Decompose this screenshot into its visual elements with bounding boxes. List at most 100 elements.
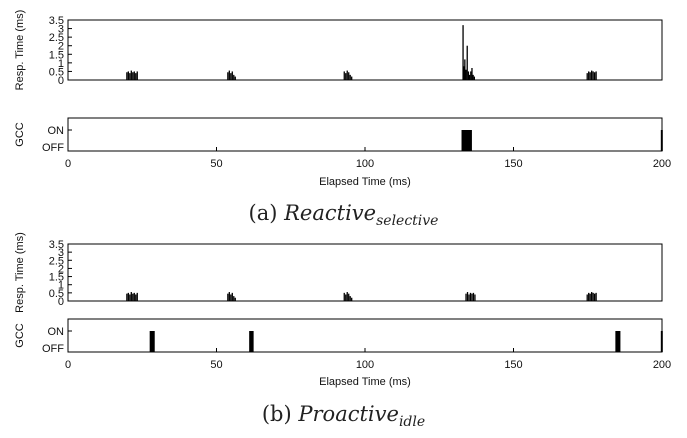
caption-a-sub: selective — [376, 213, 439, 230]
response-bar — [592, 71, 594, 80]
response-bar — [346, 292, 348, 301]
gcc-on-bar — [149, 331, 155, 352]
response-bar — [227, 293, 229, 301]
response-bar — [463, 66, 465, 80]
response-bar — [135, 73, 137, 80]
y-tick-label: 3.5 — [49, 239, 64, 251]
x-tick-label: 200 — [653, 158, 671, 170]
response-bar — [127, 71, 129, 80]
response-bar — [464, 59, 466, 80]
y-tick-label: 3 — [58, 24, 64, 36]
response-bar — [466, 292, 469, 301]
response-bar — [346, 70, 348, 80]
caption-a-label: (a) — [248, 201, 278, 225]
response-bar — [468, 294, 470, 301]
x-tick-label: 100 — [356, 158, 374, 170]
response-bar — [586, 73, 588, 80]
response-bar — [589, 293, 591, 301]
response-bar — [231, 292, 233, 301]
response-bar — [228, 292, 230, 301]
y-axis-label: Resp. Time (ms) — [14, 10, 26, 91]
caption-b-label: (b) — [261, 402, 292, 426]
gcc-on-bar — [660, 130, 663, 151]
response-bar — [471, 293, 473, 301]
response-bar — [586, 294, 588, 301]
y-tick-label: 2.5 — [49, 255, 64, 267]
y-tick-label: 0 — [58, 296, 64, 308]
response-bar — [133, 71, 135, 80]
response-bar — [351, 76, 353, 80]
response-bar — [228, 70, 230, 80]
response-bar — [136, 292, 138, 301]
response-bar — [132, 72, 134, 80]
y-tick-label: 1.5 — [49, 272, 64, 284]
response-bar — [126, 293, 128, 301]
response-bar — [465, 293, 467, 301]
caption-b-main: Proactive — [298, 402, 399, 426]
response-bar — [136, 71, 138, 80]
gcc-on-bar — [615, 331, 621, 352]
response-bar — [233, 74, 235, 80]
response-bar — [349, 296, 351, 301]
response-bar — [126, 72, 128, 80]
response-bar — [588, 292, 590, 301]
y-axis-label: GCC — [14, 122, 26, 147]
y-tick-label: 2.5 — [49, 32, 64, 44]
response-bar — [348, 293, 350, 301]
chart-panel-a-response: Resp. Time (ms) 00.511.522.533.5 — [14, 10, 663, 91]
y-tick-label: 3.5 — [49, 15, 64, 27]
x-axis-label: Elapsed Time (ms) — [319, 176, 411, 188]
response-bar — [469, 292, 472, 301]
y-tick-label-off: OFF — [42, 142, 64, 154]
y-tick-label: 0.5 — [49, 66, 64, 78]
response-bar — [343, 292, 345, 301]
y-tick-label: 2 — [58, 263, 64, 275]
response-bar — [234, 76, 236, 80]
response-bar — [234, 297, 236, 301]
y-tick-label-off: OFF — [42, 343, 64, 355]
response-bar — [589, 72, 591, 80]
response-bar — [473, 76, 475, 80]
x-tick-label: 0 — [65, 359, 71, 371]
response-bar — [595, 292, 597, 301]
response-bar — [230, 294, 232, 301]
response-bar — [588, 71, 590, 80]
response-bar — [591, 292, 593, 301]
y-tick-label: 0 — [58, 75, 64, 87]
x-tick-label: 0 — [65, 158, 71, 170]
response-bar — [130, 70, 132, 80]
plot-frame — [67, 318, 663, 353]
y-tick-label-on: ON — [48, 125, 65, 137]
x-tick-label: 200 — [653, 359, 671, 371]
response-bar — [227, 72, 229, 80]
response-bar — [466, 45, 468, 80]
response-bar — [472, 292, 475, 301]
plot-frame — [67, 19, 663, 81]
plot-frame — [67, 243, 663, 302]
caption-a-main: Reactive — [284, 201, 377, 225]
chart-panel-b-gcc: GCC OFF ON 0 50 100 150 200 Elapsed Time (ms) — [14, 318, 671, 388]
y-tick-label: 2 — [58, 41, 64, 53]
response-bar — [474, 294, 476, 301]
plot-frame — [67, 117, 663, 152]
response-bar — [129, 73, 131, 80]
y-tick-label: 0.5 — [49, 288, 64, 300]
x-tick-label: 100 — [356, 359, 374, 371]
response-bar — [345, 73, 347, 80]
response-bar — [132, 293, 134, 301]
response-bar — [348, 72, 350, 80]
response-bar — [592, 292, 594, 301]
response-bar — [591, 70, 593, 80]
caption-a: (a) Reactiveselective — [0, 201, 687, 229]
response-bar — [135, 294, 137, 301]
response-bar — [349, 74, 351, 80]
y-tick-label: 1 — [58, 58, 64, 70]
y-tick-label: 1 — [58, 280, 64, 292]
response-bar — [471, 68, 473, 80]
response-bar — [130, 292, 132, 301]
gcc-on-bar — [461, 130, 472, 151]
response-bar — [231, 71, 233, 80]
x-tick-label: 50 — [210, 359, 222, 371]
response-bar — [470, 71, 472, 80]
caption-b: (b) Proactiveidle — [0, 402, 687, 430]
